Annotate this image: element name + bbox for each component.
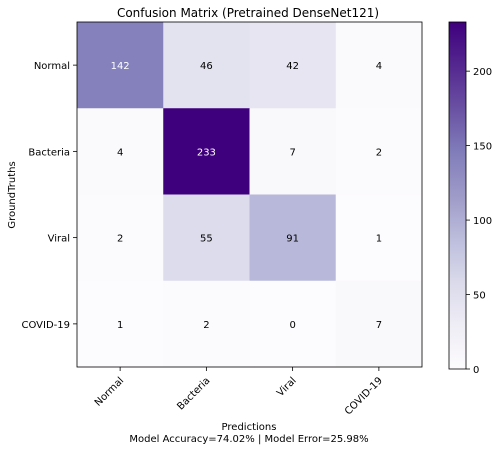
colorbar-tick-label: 200: [473, 67, 492, 78]
heatmap-cell: [163, 108, 250, 195]
x-axis: Normal Bacteria Viral COVID-19: [93, 367, 385, 417]
colorbar-tick-label: 150: [473, 142, 492, 153]
y-tick-label: COVID-19: [21, 320, 70, 331]
heatmap-cell: [77, 108, 164, 195]
cell-value-label: 2: [203, 320, 209, 331]
cell-value-label: 233: [197, 147, 216, 158]
heatmap-cell: [77, 22, 164, 109]
x-tick-label: Bacteria: [175, 375, 212, 412]
y-tick-label: Normal: [34, 61, 70, 72]
heatmap-cell: [335, 280, 423, 368]
x-tick-label: COVID-19: [343, 375, 385, 417]
heatmap-cell: [249, 280, 337, 368]
cell-value-label: 2: [376, 147, 382, 158]
y-tick-label: Viral: [48, 234, 70, 245]
y-tick-label: Bacteria: [28, 147, 70, 158]
heatmap-cells: [77, 22, 423, 368]
colorbar-tick-label: 0: [473, 365, 479, 376]
cell-value-label: 91: [286, 234, 299, 245]
cell-value-label: 4: [117, 147, 123, 158]
plot-frame: [76, 21, 423, 368]
x-axis-label-line2: Model Accuracy=74.02% | Model Error=25.9…: [129, 434, 368, 445]
y-axis-label: GroundTruths: [7, 161, 18, 228]
heatmap-cell: [163, 22, 250, 109]
heatmap-cell: [163, 280, 250, 368]
cell-value-label: 7: [289, 147, 295, 158]
cell-value-label: 7: [376, 320, 382, 331]
heatmap-cell: [249, 194, 337, 282]
cell-value-label: 42: [286, 61, 299, 72]
heatmap-cell: [335, 22, 423, 109]
cell-value-label: 1: [117, 320, 123, 331]
heatmap-cell: [249, 108, 337, 195]
x-tick-label: Viral: [275, 375, 299, 399]
heatmap-cell: [163, 194, 250, 282]
heatmap-cell: [335, 194, 423, 282]
colorbar: [448, 21, 467, 370]
heatmap-cell: [77, 280, 164, 368]
y-axis: Normal Bacteria Viral COVID-19: [21, 61, 77, 331]
cell-value-label: 1: [376, 234, 382, 245]
colorbar-tick-label: 50: [473, 291, 486, 302]
cell-value-label: 0: [289, 320, 295, 331]
x-axis-label: Predictions: [222, 422, 277, 433]
cell-value-label: 55: [200, 234, 213, 245]
cell-value-label: 2: [117, 234, 123, 245]
cell-value-label: 4: [376, 61, 382, 72]
cell-value-label: 142: [111, 61, 130, 72]
chart-title: Confusion Matrix (Pretrained DenseNet121…: [117, 6, 379, 20]
colorbar-ticks: 0 50 100 150 200: [466, 67, 492, 376]
heatmap-cell-labels: 142 46 42 4 4 233 7 2 2 55 91 1 1 2 0 7: [111, 61, 382, 331]
heatmap-cell: [77, 194, 164, 282]
heatmap-cell: [335, 108, 423, 195]
cell-value-label: 46: [200, 61, 213, 72]
colorbar-tick-label: 100: [473, 216, 492, 227]
x-tick-label: Normal: [93, 375, 126, 408]
heatmap-cell: [249, 22, 337, 109]
